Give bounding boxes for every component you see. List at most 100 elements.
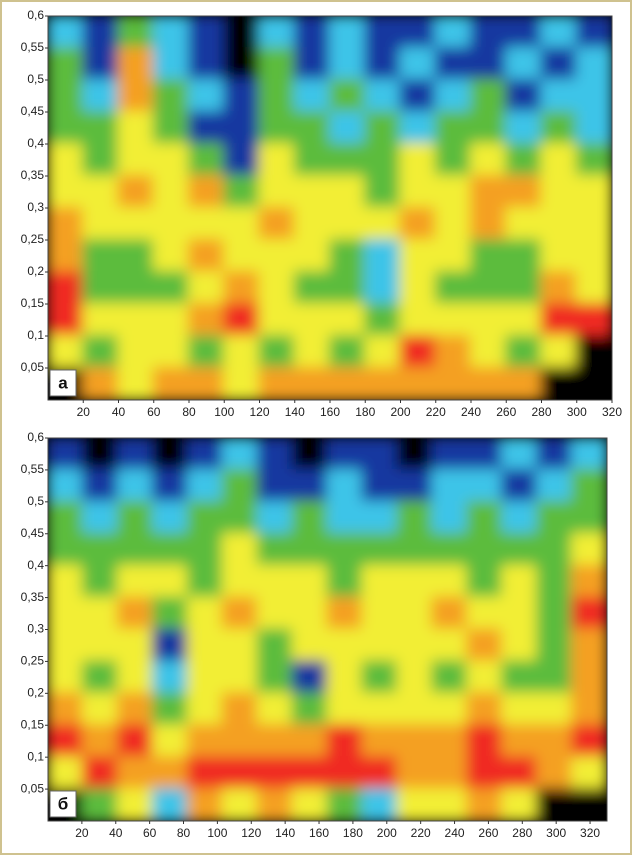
heatmap-cell [116, 468, 154, 503]
heatmap-cell [82, 79, 120, 113]
heatmap-cell [575, 367, 612, 400]
x-tick-label: 140 [285, 405, 305, 419]
heatmap-cell [151, 532, 189, 567]
x-tick-label: 260 [478, 826, 498, 840]
heatmap-cell [466, 564, 504, 599]
heatmap-cell [501, 596, 539, 631]
heatmap-cell [326, 756, 364, 791]
heatmap-cell [223, 143, 261, 177]
heatmap-cell [571, 532, 607, 567]
heatmap-cell [361, 628, 399, 663]
heatmap-cell [117, 47, 155, 81]
heatmap-cell [434, 335, 472, 369]
heatmap-cell [116, 596, 154, 631]
heatmap-cell [431, 724, 469, 759]
heatmap-cell [117, 16, 155, 49]
heatmap-cell [256, 660, 294, 695]
heatmap-cell [291, 468, 329, 503]
heatmap-cell [396, 692, 434, 727]
heatmap-cell [571, 660, 607, 695]
heatmap-cell [329, 367, 367, 400]
heatmap-cell [258, 16, 296, 49]
heatmap-cell [431, 438, 469, 471]
heatmap-cell [361, 724, 399, 759]
heatmap-cell [223, 239, 261, 273]
heatmap-cell [396, 788, 434, 821]
heatmap-cell [505, 143, 543, 177]
heatmap-cell [505, 16, 543, 49]
heatmap-cell [505, 367, 543, 400]
heatmap-cell [256, 756, 294, 791]
heatmap-cell [434, 239, 472, 273]
heatmap-cell [399, 175, 437, 209]
heatmap-cell [186, 596, 224, 631]
heatmap-cell [501, 532, 539, 567]
heatmap-cell [505, 239, 543, 273]
y-tick-label: 0,25 [21, 654, 45, 668]
heatmap-cell [505, 111, 543, 145]
heatmap-cell [188, 143, 226, 177]
heatmap-cell [221, 438, 259, 471]
heatmap-cell [540, 239, 578, 273]
heatmap-cell [501, 628, 539, 663]
heatmap-cell [151, 438, 189, 471]
heatmap-cell [470, 335, 508, 369]
heatmap-cell [501, 438, 539, 471]
heatmap-cell [505, 303, 543, 337]
heatmap-cell [223, 367, 261, 400]
heatmap-cell [326, 628, 364, 663]
y-tick-label: 0,05 [21, 360, 45, 374]
y-tick-label: 0,15 [21, 296, 45, 310]
heatmap-cell [466, 596, 504, 631]
heatmap-cell [116, 438, 154, 471]
heatmap-cell [536, 660, 574, 695]
y-tick-label: 0,6 [27, 430, 44, 444]
heatmap-cell [291, 628, 329, 663]
heatmap-cell [399, 367, 437, 400]
heatmap-cell [151, 724, 189, 759]
heatmap-cell [431, 596, 469, 631]
heatmap-cell [152, 303, 190, 337]
heatmap-cell [221, 500, 259, 535]
heatmap-cell [326, 724, 364, 759]
x-tick-label: 120 [249, 405, 269, 419]
heatmap-cell [258, 271, 296, 305]
heatmap-cell [470, 16, 508, 49]
heatmap-cell [188, 207, 226, 241]
heatmap-cell [151, 660, 189, 695]
heatmap-cell [540, 335, 578, 369]
heatmap-cell [326, 532, 364, 567]
y-tick-label: 0,45 [21, 104, 45, 118]
heatmap-cell [431, 564, 469, 599]
heatmap-cell [431, 468, 469, 503]
heatmap-cell [361, 564, 399, 599]
x-tick-label: 160 [309, 826, 329, 840]
heatmap-cell [117, 111, 155, 145]
heatmap-cell [82, 47, 120, 81]
heatmap-cell [501, 788, 539, 821]
heatmap-cell [152, 239, 190, 273]
heatmap-cell [364, 303, 402, 337]
heatmap-cell [82, 335, 120, 369]
heatmap-cell [48, 468, 84, 503]
y-tick-label: 0,05 [21, 781, 45, 795]
heatmap-cell [470, 271, 508, 305]
x-tick-label: 80 [177, 826, 191, 840]
y-tick-label: 0,3 [27, 200, 44, 214]
heatmap-cell [466, 438, 504, 471]
heatmap-cell [291, 596, 329, 631]
heatmap-cell [501, 724, 539, 759]
heatmap-cell [326, 596, 364, 631]
heatmap-cell [48, 143, 85, 177]
heatmap-cell [223, 79, 261, 113]
heatmap-cell [48, 271, 85, 305]
x-tick-label: 280 [531, 405, 551, 419]
heatmap-cell [256, 596, 294, 631]
x-tick-label: 300 [546, 826, 566, 840]
heatmap-cell [188, 16, 226, 49]
heatmap-cell [152, 335, 190, 369]
x-tick-label: 260 [496, 405, 516, 419]
heatmap-cell [434, 16, 472, 49]
x-tick-label: 160 [320, 405, 340, 419]
y-tick-label: 0,1 [27, 749, 44, 763]
